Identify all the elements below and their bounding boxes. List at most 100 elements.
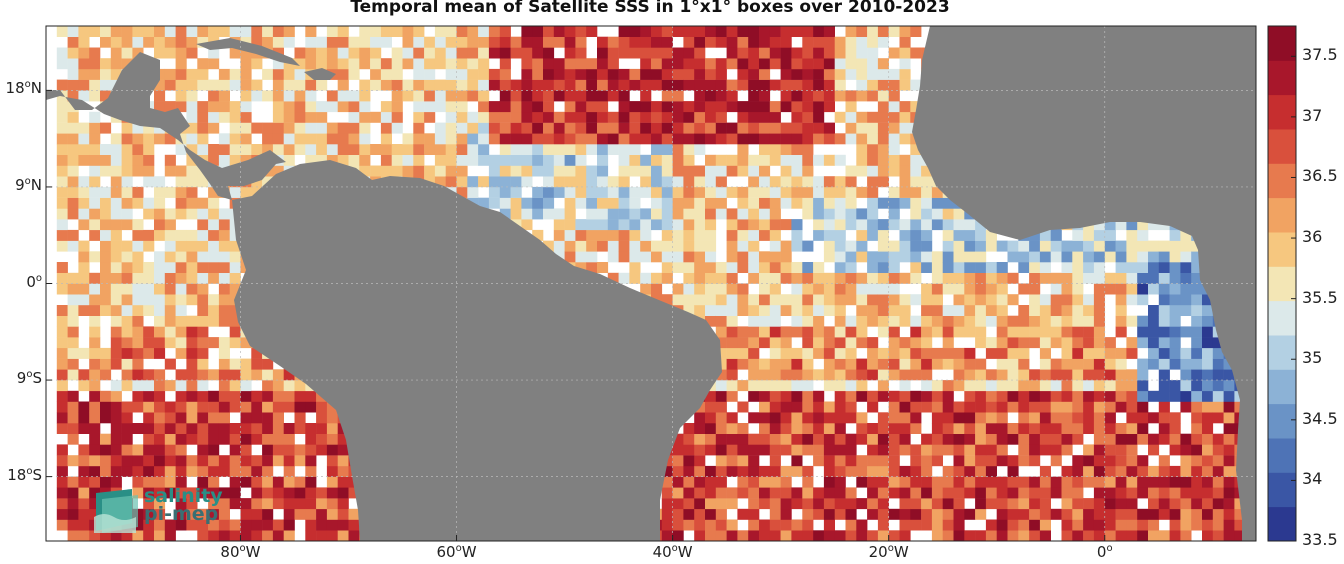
sss-cell bbox=[1029, 315, 1041, 327]
sss-cell bbox=[348, 122, 360, 134]
sss-cell bbox=[89, 186, 101, 198]
sss-cell bbox=[1169, 283, 1181, 295]
sss-cell bbox=[899, 133, 911, 145]
sss-cell bbox=[921, 508, 933, 520]
sss-cell bbox=[813, 208, 825, 220]
sss-cell bbox=[89, 47, 101, 59]
lon-label: 0o bbox=[1096, 543, 1113, 561]
sss-cell bbox=[597, 79, 609, 91]
sss-cell bbox=[1126, 455, 1138, 467]
sss-cell bbox=[705, 101, 717, 113]
sss-cell bbox=[1137, 476, 1149, 488]
sss-cell bbox=[164, 79, 176, 91]
sss-cell bbox=[899, 498, 911, 510]
sss-cell bbox=[110, 165, 122, 177]
sss-cell bbox=[262, 90, 274, 102]
sss-cell bbox=[89, 358, 101, 370]
sss-cell bbox=[834, 58, 846, 70]
sss-cell bbox=[856, 326, 868, 338]
sss-cell bbox=[1115, 423, 1127, 434]
sss-cell bbox=[802, 476, 814, 488]
sss-cell bbox=[867, 423, 879, 434]
sss-cell bbox=[1093, 465, 1105, 477]
sss-cell bbox=[337, 79, 349, 91]
sss-cell bbox=[132, 122, 144, 134]
sss-cell bbox=[802, 444, 814, 456]
colorbar-segment bbox=[1268, 300, 1296, 336]
sss-cell bbox=[618, 186, 630, 198]
sss-cell bbox=[56, 455, 68, 467]
sss-cell bbox=[218, 530, 230, 541]
sss-cell bbox=[964, 412, 976, 424]
sss-cell bbox=[856, 272, 868, 284]
sss-cell bbox=[888, 315, 900, 327]
sss-cell bbox=[154, 380, 166, 392]
sss-cell bbox=[1148, 358, 1160, 370]
sss-cell bbox=[240, 476, 252, 488]
sss-cell bbox=[705, 412, 717, 424]
sss-cell bbox=[1158, 423, 1170, 434]
sss-cell bbox=[823, 58, 835, 70]
sss-cell bbox=[359, 26, 371, 37]
sss-cell bbox=[1007, 380, 1019, 392]
sss-cell bbox=[877, 530, 889, 541]
sss-cell bbox=[100, 283, 112, 295]
sss-cell bbox=[694, 423, 706, 434]
sss-cell bbox=[888, 358, 900, 370]
sss-cell bbox=[1018, 315, 1030, 327]
sss-cell bbox=[910, 412, 922, 424]
sss-cell bbox=[521, 144, 533, 155]
sss-cell bbox=[1180, 347, 1192, 359]
sss-cell bbox=[445, 68, 457, 80]
sss-cell bbox=[672, 47, 684, 59]
sss-cell bbox=[208, 390, 220, 402]
sss-cell bbox=[121, 144, 133, 155]
sss-cell bbox=[467, 90, 479, 102]
sss-cell bbox=[218, 347, 230, 359]
sss-cell bbox=[305, 79, 317, 91]
sss-cell bbox=[78, 47, 90, 59]
sss-cell bbox=[845, 530, 857, 541]
sss-cell bbox=[597, 36, 609, 48]
sss-cell bbox=[229, 144, 241, 155]
sss-cell bbox=[694, 465, 706, 477]
sss-cell bbox=[661, 111, 673, 123]
sss-cell bbox=[208, 26, 220, 37]
sss-cell bbox=[823, 26, 835, 37]
sss-cell bbox=[672, 133, 684, 145]
lon-label: 40oW bbox=[652, 543, 693, 561]
sss-cell bbox=[56, 272, 68, 284]
sss-cell bbox=[607, 133, 619, 145]
sss-cell bbox=[154, 326, 166, 338]
sss-cell bbox=[186, 122, 198, 134]
sss-cell bbox=[715, 444, 727, 456]
sss-cell bbox=[218, 390, 230, 402]
sss-cell bbox=[802, 347, 814, 359]
sss-cell bbox=[975, 283, 987, 295]
sss-cell bbox=[89, 326, 101, 338]
sss-cell bbox=[877, 197, 889, 209]
sss-cell bbox=[1083, 326, 1095, 338]
sss-cell bbox=[834, 444, 846, 456]
sss-cell bbox=[964, 455, 976, 467]
sss-cell bbox=[651, 219, 663, 231]
sss-cell bbox=[143, 508, 155, 520]
sss-cell bbox=[683, 423, 695, 434]
sss-cell bbox=[651, 79, 663, 91]
sss-cell bbox=[326, 508, 338, 520]
sss-cell bbox=[597, 90, 609, 102]
sss-cell bbox=[672, 219, 684, 231]
sss-cell bbox=[899, 465, 911, 477]
sss-cell bbox=[175, 326, 187, 338]
sss-cell bbox=[651, 144, 663, 155]
sss-cell bbox=[175, 412, 187, 424]
sss-cell bbox=[877, 144, 889, 155]
sss-cell bbox=[834, 369, 846, 381]
sss-cell bbox=[856, 433, 868, 445]
sss-cell bbox=[834, 208, 846, 220]
sss-cell bbox=[208, 337, 220, 349]
sss-cell bbox=[715, 133, 727, 145]
sss-cell bbox=[942, 476, 954, 488]
sss-cell bbox=[1158, 240, 1170, 252]
sss-cell bbox=[759, 498, 771, 510]
